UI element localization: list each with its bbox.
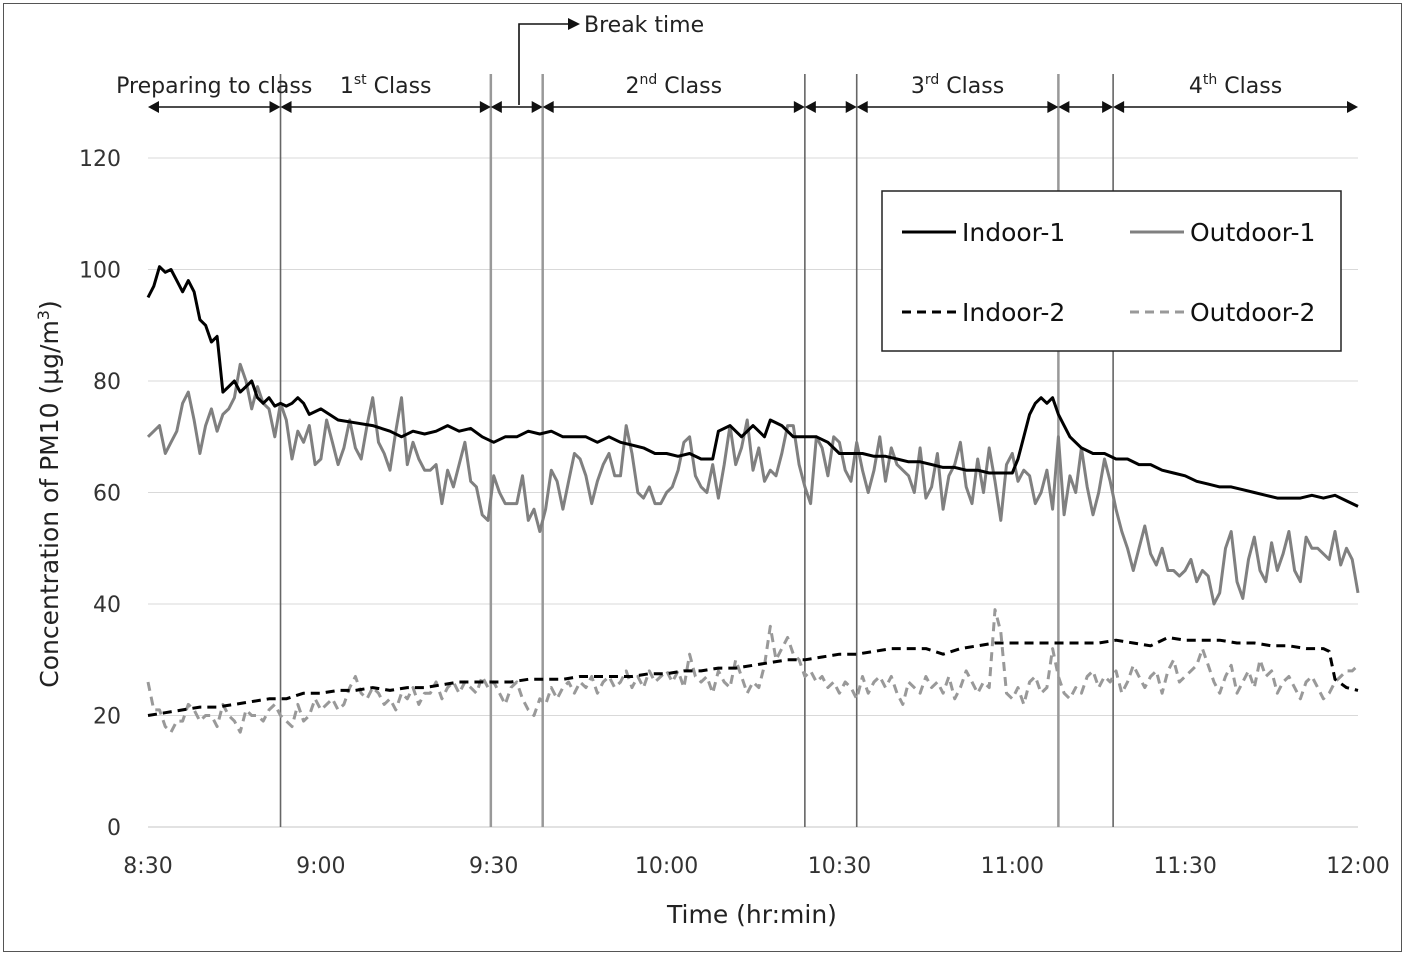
y-gridlines (148, 157, 1358, 828)
x-tick-label: 9:00 (296, 854, 345, 879)
y-axis-title-end: ) (35, 300, 64, 310)
period-arrow-head-right (269, 101, 281, 113)
x-tick-label: 11:00 (981, 854, 1044, 879)
break-time-annotation: Break time (518, 13, 704, 105)
break-arrow-head-left (804, 101, 816, 113)
y-tick-labels: 0 20 40 60 80 100 120 (79, 147, 121, 841)
break-time-arrowhead (568, 18, 580, 30)
break-time-label: Break time (584, 13, 704, 38)
y-tick-label: 20 (93, 705, 121, 730)
x-tick-labels: 8:30 9:00 9:30 10:00 10:30 11:00 11:30 12:00 (123, 854, 1389, 879)
break-arrow-head-left (1058, 101, 1070, 113)
legend-label-indoor-1: Indoor-1 (962, 218, 1065, 247)
y-tick-label: 60 (93, 482, 121, 507)
period-arrow-head-left (856, 101, 868, 113)
y-tick-label: 100 (79, 259, 121, 284)
period-label-main: 1 (340, 74, 354, 99)
y-tick-label: 120 (79, 147, 121, 172)
y-axis-title-main: Concentration of PM10 (μg/m (35, 320, 64, 688)
period-label: 4th Class (1189, 72, 1282, 99)
x-tick-label: 8:30 (123, 854, 172, 879)
x-axis-title: Time (hr:min) (666, 900, 837, 929)
series-line-indoor-2 (147, 636, 1359, 717)
legend-box (881, 190, 1342, 352)
period-label: 2nd Class (625, 72, 722, 99)
period-arrow-head-right (793, 101, 805, 113)
y-tick-label: 80 (93, 370, 121, 395)
series-line-outdoor-1 (146, 362, 1360, 606)
break-arrow-head-right (531, 101, 543, 113)
period-label: 1st Class (340, 72, 432, 99)
period-label-main: 2 (625, 74, 639, 99)
period-label-suffix: Class (367, 74, 432, 99)
period-label-main: 4 (1189, 74, 1203, 99)
y-tick-label: 0 (107, 816, 121, 841)
break-time-arrow-line (518, 23, 570, 105)
period-arrow-head-right (1047, 101, 1059, 113)
break-arrow-head-right (845, 101, 857, 113)
x-tick-label: 12:00 (1326, 854, 1389, 879)
period-label-sup: nd (639, 72, 657, 88)
period-label: Preparing to class (116, 74, 312, 99)
break-arrow-head-left (490, 101, 502, 113)
x-tick-label: 11:30 (1153, 854, 1216, 879)
period-arrow-head-left (148, 101, 159, 113)
period-label-sup: rd (925, 72, 939, 88)
period-arrow-head-right (479, 101, 491, 113)
series-line-outdoor-2 (146, 608, 1360, 734)
period-label-suffix: Class (657, 74, 722, 99)
legend-label-outdoor-1: Outdoor-1 (1190, 218, 1315, 247)
period-arrow-head-left (542, 101, 554, 113)
x-tick-label: 10:30 (808, 854, 871, 879)
period-label-main: Preparing to class (116, 74, 312, 99)
period-arrow-head-left (1113, 101, 1125, 113)
period-label-suffix: Class (1217, 74, 1282, 99)
period-label-suffix: Class (939, 74, 1004, 99)
series-line-indoor-1 (146, 265, 1359, 508)
period-label-sup: th (1203, 72, 1217, 88)
series-lines (146, 265, 1360, 734)
legend: Indoor-1 Outdoor-1 Indoor-2 Outdoor-2 (881, 190, 1342, 352)
period-annotations: Preparing to class 1st Class 2nd Class 3rd … (116, 72, 1358, 113)
x-tick-label: 9:30 (469, 854, 518, 879)
period-arrow-head-left (280, 101, 292, 113)
break-arrow-head-right (1102, 101, 1114, 113)
legend-label-outdoor-2: Outdoor-2 (1190, 298, 1315, 327)
x-tick-label: 10:00 (635, 854, 698, 879)
period-label-main: 3 (911, 74, 925, 99)
period-label: 3rd Class (911, 72, 1004, 99)
y-axis-title: Concentration of PM10 (μg/m3) (34, 300, 64, 688)
y-tick-label: 40 (93, 593, 121, 618)
period-label-sup: st (354, 72, 367, 88)
y-axis-title-sup: 3 (34, 310, 53, 320)
figure-frame (3, 3, 1402, 952)
legend-label-indoor-2: Indoor-2 (962, 298, 1065, 327)
period-arrow-head-right (1347, 101, 1358, 113)
